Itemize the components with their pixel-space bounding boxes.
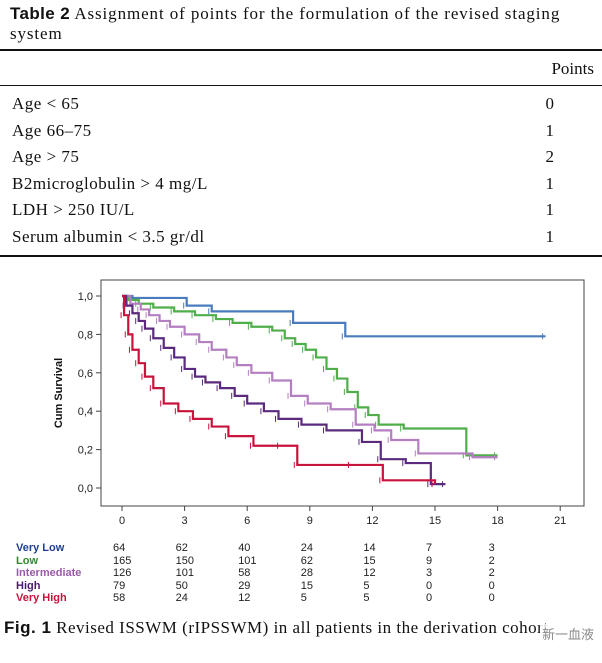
- series-line-intermediate: [122, 294, 498, 459]
- series-line-low: [122, 294, 498, 457]
- risk-count: 2: [488, 554, 495, 567]
- table-rule-bottom: [0, 255, 602, 257]
- risk-count: 15: [363, 554, 376, 567]
- risk-count: 5: [363, 592, 370, 605]
- risk-count: 64: [113, 542, 126, 554]
- risk-group-label: Low: [16, 554, 38, 567]
- x-tick-label: 12: [366, 515, 378, 527]
- y-tick-label: 0,4: [78, 406, 93, 418]
- risk-count: 62: [175, 542, 188, 554]
- table-row-points: 2: [545, 147, 555, 166]
- risk-count: 0: [488, 592, 495, 605]
- risk-count: 12: [238, 592, 251, 605]
- risk-count: 12: [363, 567, 376, 580]
- table-row-label: LDH > 250 IU/L: [12, 200, 135, 219]
- risk-count: 50: [175, 579, 188, 592]
- risk-count: 14: [363, 542, 376, 554]
- risk-count: 62: [300, 554, 314, 567]
- risk-count: 2: [488, 567, 495, 580]
- table-row-points: 1: [545, 226, 555, 246]
- table-rule-top: [0, 49, 602, 51]
- table-row: Age < 65 0: [12, 94, 554, 120]
- table-row: Serum albumin < 3.5 gr/dl 1: [12, 227, 554, 253]
- x-tick-label: 21: [554, 515, 566, 527]
- risk-group-label: Very High: [16, 592, 67, 605]
- x-tick-label: 3: [182, 515, 188, 527]
- risk-count: 24: [300, 542, 314, 554]
- risk-group-label: High: [16, 579, 41, 592]
- table-row-label: B2microglobulin > 4 mg/L: [12, 173, 208, 193]
- risk-count: 5: [363, 579, 370, 592]
- table-row-points: 1: [545, 200, 555, 219]
- series-line-very-low: [122, 294, 546, 338]
- risk-count: 79: [113, 579, 126, 592]
- risk-count: 5: [300, 592, 307, 605]
- y-tick-label: 1,0: [78, 291, 93, 303]
- table-label: Table 2: [10, 4, 71, 23]
- table-row-points: 1: [545, 173, 555, 193]
- y-tick-label: 0,6: [78, 368, 93, 380]
- risk-count: 40: [238, 542, 251, 554]
- risk-count: 15: [300, 579, 314, 592]
- figure-label: Fig. 1: [4, 618, 52, 637]
- risk-count: 3: [488, 542, 495, 554]
- table-row-label: Age < 65: [12, 94, 80, 113]
- table-caption: Table 2 Assignment of points for the for…: [10, 4, 595, 44]
- risk-count: 24: [175, 592, 188, 605]
- risk-count: 150: [175, 554, 194, 567]
- series-line-very-high: [122, 294, 437, 485]
- table-row: Age > 75 2: [12, 147, 554, 173]
- risk-count: 126: [113, 567, 132, 580]
- table-row-label: Serum albumin < 3.5 gr/dl: [12, 226, 205, 246]
- x-tick-label: 6: [244, 515, 250, 527]
- watermark: 新一血液: [539, 624, 596, 643]
- y-tick-label: 0,0: [78, 483, 93, 495]
- risk-count: 58: [238, 567, 251, 580]
- chart-axes: 0,0 0,2 0,4 0,6 0,8 1,0 0 3 6 9 12 15 18 21 Years Sinc…: [53, 279, 585, 536]
- risk-count: 9: [426, 554, 433, 567]
- risk-count: 58: [113, 592, 126, 605]
- series-line-high: [122, 294, 446, 486]
- chart-series: [120, 294, 546, 488]
- plot-frame: [100, 279, 585, 507]
- table-column-header: Points: [551, 59, 594, 78]
- x-axis-label: Years Since Start of Therapy: [273, 535, 423, 536]
- x-tick-label: 15: [429, 515, 441, 527]
- risk-count: 0: [426, 579, 433, 592]
- table-title: Assignment of points for the formulation…: [10, 4, 561, 43]
- table-rule-mid: [0, 85, 602, 86]
- risk-count: 101: [175, 567, 194, 580]
- table-row: B2microglobulin > 4 mg/L 1: [12, 174, 554, 200]
- table-row: Age 66–75 1: [12, 121, 554, 147]
- y-tick-label: 0,2: [78, 445, 93, 457]
- x-tick-label: 0: [119, 515, 125, 527]
- figure-caption: Fig. 1 Revised ISSWM (rIPSSWM) in all pa…: [4, 618, 599, 638]
- x-tick-label: 9: [307, 515, 313, 527]
- risk-group-label: Very Low: [16, 542, 65, 554]
- figure-caption-text: Revised ISSWM (rIPSSWM) in all patients …: [56, 618, 549, 637]
- y-tick-label: 0,8: [78, 329, 93, 341]
- risk-count: 0: [488, 579, 495, 592]
- risk-count: 7: [426, 542, 433, 554]
- table-row-points: 1: [545, 120, 555, 140]
- x-tick-label: 18: [491, 515, 503, 527]
- risk-count: 165: [113, 554, 132, 567]
- table-row-label: Age > 75: [12, 147, 80, 166]
- table-row: LDH > 250 IU/L 1: [12, 200, 554, 226]
- table-row-label: Age 66–75: [12, 120, 92, 140]
- survival-chart: 0,0 0,2 0,4 0,6 0,8 1,0 0 3 6 9 12 15 18 21 Years Sinc…: [53, 279, 585, 536]
- risk-count: 28: [300, 567, 314, 580]
- y-axis-label: Cum Survival: [53, 358, 65, 428]
- risk-count: 101: [238, 554, 257, 567]
- risk-group-label: Intermediate: [16, 567, 82, 580]
- table-row-points: 0: [545, 94, 555, 113]
- risk-count: 0: [426, 592, 433, 605]
- risk-count: 3: [426, 567, 433, 580]
- risk-count: 29: [238, 579, 251, 592]
